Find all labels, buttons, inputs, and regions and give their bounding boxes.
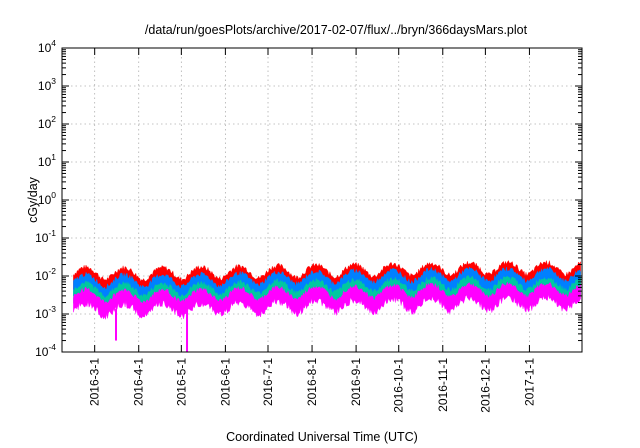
x-tick-label: 2016-7-1 [261, 358, 275, 406]
x-tick-label: 2016-10-1 [392, 358, 406, 413]
y-tick-label: 10-1 [35, 228, 56, 245]
y-tick-label: 10-3 [35, 304, 56, 321]
x-axis: 2016-3-1 2016-4-1 2016-5-1 2016-6-1 2016-7-1… [88, 48, 536, 413]
series-band [73, 281, 581, 321]
y-tick-label: 103 [38, 76, 56, 93]
y-tick-label: 100 [38, 190, 56, 207]
y-tick-label: 102 [38, 114, 56, 131]
x-axis-label: Coordinated Universal Time (UTC) [226, 430, 418, 444]
chart-title: /data/run/goesPlots/archive/2017-02-07/f… [145, 23, 528, 37]
x-tick-label: 2017-1-1 [522, 358, 536, 406]
x-tick-label: 2016-11-1 [436, 358, 450, 412]
x-tick-label: 2016-4-1 [132, 358, 146, 406]
x-tick-label: 2016-5-1 [174, 358, 188, 406]
y-axis-label: cGy/day [26, 176, 40, 223]
series-layer [73, 259, 581, 352]
x-tick-label: 2016-12-1 [478, 358, 492, 413]
x-tick-label: 2016-3-1 [88, 358, 102, 406]
y-tick-label: 101 [38, 152, 56, 169]
y-axis: 10-4 10-3 10-2 10-1 100 101 102 103 104 [35, 38, 582, 359]
x-tick-label: 2016-9-1 [349, 358, 363, 406]
y-tick-label: 104 [38, 38, 56, 55]
x-tick-label: 2016-8-1 [305, 358, 319, 406]
y-tick-label: 10-2 [35, 266, 56, 283]
x-tick-label: 2016-6-1 [218, 358, 232, 406]
y-tick-label: 10-4 [35, 342, 56, 359]
